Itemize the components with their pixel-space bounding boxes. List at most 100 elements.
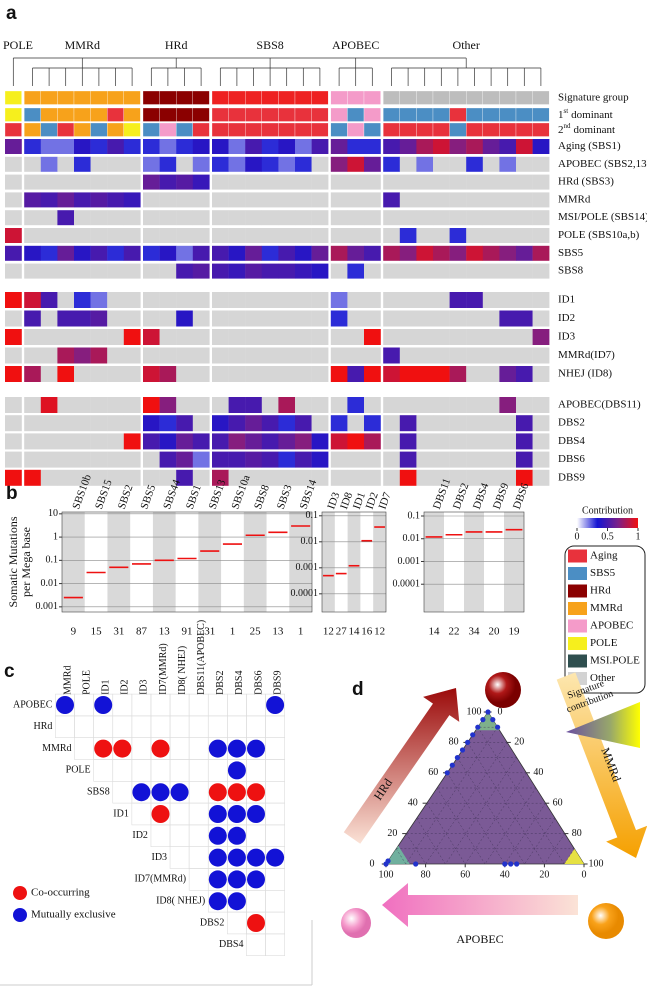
heatmap-cell — [295, 292, 312, 308]
heatmap-cell — [228, 263, 246, 279]
grid-cell — [169, 715, 190, 739]
row-label-part: dominant — [571, 109, 613, 121]
heatmap-cell — [159, 310, 177, 327]
mutually-exclusive-dot — [227, 826, 246, 845]
ternary-tick-label: 100 — [379, 869, 394, 880]
heatmap-cell — [40, 174, 58, 190]
heatmap-cell — [57, 415, 75, 432]
column-label: ID2 — [120, 679, 131, 695]
ternary-point — [508, 861, 514, 867]
x-tick-label: ID8 — [338, 490, 355, 511]
heatmap-cell — [311, 451, 329, 468]
heatmap-cell — [466, 210, 483, 226]
heatmap-cell — [347, 228, 365, 243]
heatmap-cell — [123, 310, 141, 327]
grid-cell — [265, 824, 285, 848]
heatmap-cell — [57, 263, 75, 279]
mutually-exclusive-dot — [132, 783, 151, 802]
mutually-exclusive-dot — [208, 826, 227, 845]
heatmap-cell — [364, 156, 381, 172]
heatmap-cell — [449, 415, 467, 432]
heatmap-cell — [532, 292, 550, 308]
heatmap-cell — [278, 139, 296, 154]
heatmap-cell — [107, 292, 124, 308]
sample-count: 31 — [204, 626, 215, 638]
row-label: DBS2 — [558, 417, 585, 429]
heatmap-cell — [364, 366, 381, 382]
legend-label: Other — [590, 672, 615, 684]
heatmap-cell — [364, 210, 381, 226]
heatmap-cell — [433, 228, 450, 243]
category-cell — [482, 90, 500, 105]
heatmap-cell — [90, 469, 108, 486]
heatmap-cell — [399, 310, 417, 327]
heatmap-cell — [261, 469, 279, 486]
heatmap-cell — [278, 347, 296, 364]
category-cell — [142, 90, 160, 105]
heatmap-cell — [74, 451, 91, 468]
heatmap-cell — [228, 174, 246, 190]
heatmap-cell — [482, 174, 500, 190]
heatmap-cell — [192, 174, 210, 190]
plot-frame — [321, 511, 387, 613]
category-cell — [416, 107, 434, 122]
heatmap-cell — [212, 292, 229, 308]
heatmap-cell — [311, 192, 329, 208]
heatmap-cell — [311, 415, 329, 432]
heatmap-cell — [449, 263, 467, 279]
category-cell — [159, 90, 177, 105]
heatmap-cell — [416, 192, 434, 208]
heatmap-cell — [449, 310, 467, 327]
heatmap-cell — [433, 329, 450, 345]
heatmap-cell — [347, 292, 365, 308]
heatmap-cell — [416, 263, 434, 279]
heatmap-cell — [399, 263, 417, 279]
heatmap-cell — [245, 415, 262, 432]
row-label-part: 1 — [558, 109, 564, 121]
co-occurring-dot — [247, 783, 265, 802]
heatmap-cell — [347, 347, 365, 364]
heatmap-cell — [40, 228, 58, 243]
heatmap-cell — [364, 139, 381, 154]
category-cell — [466, 90, 483, 105]
legend-label: POLE — [590, 637, 618, 649]
heatmap-cell — [245, 310, 262, 327]
heatmap-cell — [311, 228, 329, 243]
heatmap-cell — [5, 397, 22, 413]
row-label: DBS2 — [200, 917, 224, 928]
category-band — [464, 512, 484, 612]
heatmap-cell — [245, 433, 262, 450]
heatmap-cell — [364, 245, 381, 261]
legend-swatch — [568, 654, 587, 668]
row-label-sup: nd — [564, 122, 572, 130]
grid-cell — [246, 693, 266, 717]
heatmap-cell — [245, 397, 262, 413]
heatmap-cell — [228, 415, 246, 432]
x-tick-label: ID2 — [364, 491, 381, 511]
y-tick-label: 0.001 — [296, 562, 319, 573]
category-cell — [40, 122, 58, 137]
ternary-grid — [524, 818, 556, 865]
heatmap-cell — [24, 433, 41, 450]
ternary-shade — [564, 848, 584, 864]
heatmap-cell — [295, 263, 312, 279]
heatmap-cell — [57, 292, 75, 308]
heatmap-cell — [311, 469, 329, 486]
heatmap-cell — [212, 228, 229, 243]
category-band — [198, 512, 222, 612]
grid-cell — [207, 715, 228, 739]
category-cell — [73, 90, 91, 105]
heatmap-cell — [383, 347, 400, 364]
heatmap-cell — [295, 310, 312, 327]
ternary-tick-label: 100 — [589, 858, 604, 869]
sample-count: 13 — [272, 626, 284, 638]
heatmap-cell — [212, 210, 229, 226]
category-cell — [90, 122, 108, 137]
heatmap-cell — [499, 451, 517, 468]
legend-box — [564, 545, 646, 694]
y-tick-label: 0.001 — [36, 601, 59, 612]
y-tick-label: 10 — [48, 508, 58, 519]
row-label: HRd — [34, 721, 53, 732]
y-tick-label: 0.01 — [301, 536, 319, 547]
heatmap-cell — [261, 228, 279, 243]
